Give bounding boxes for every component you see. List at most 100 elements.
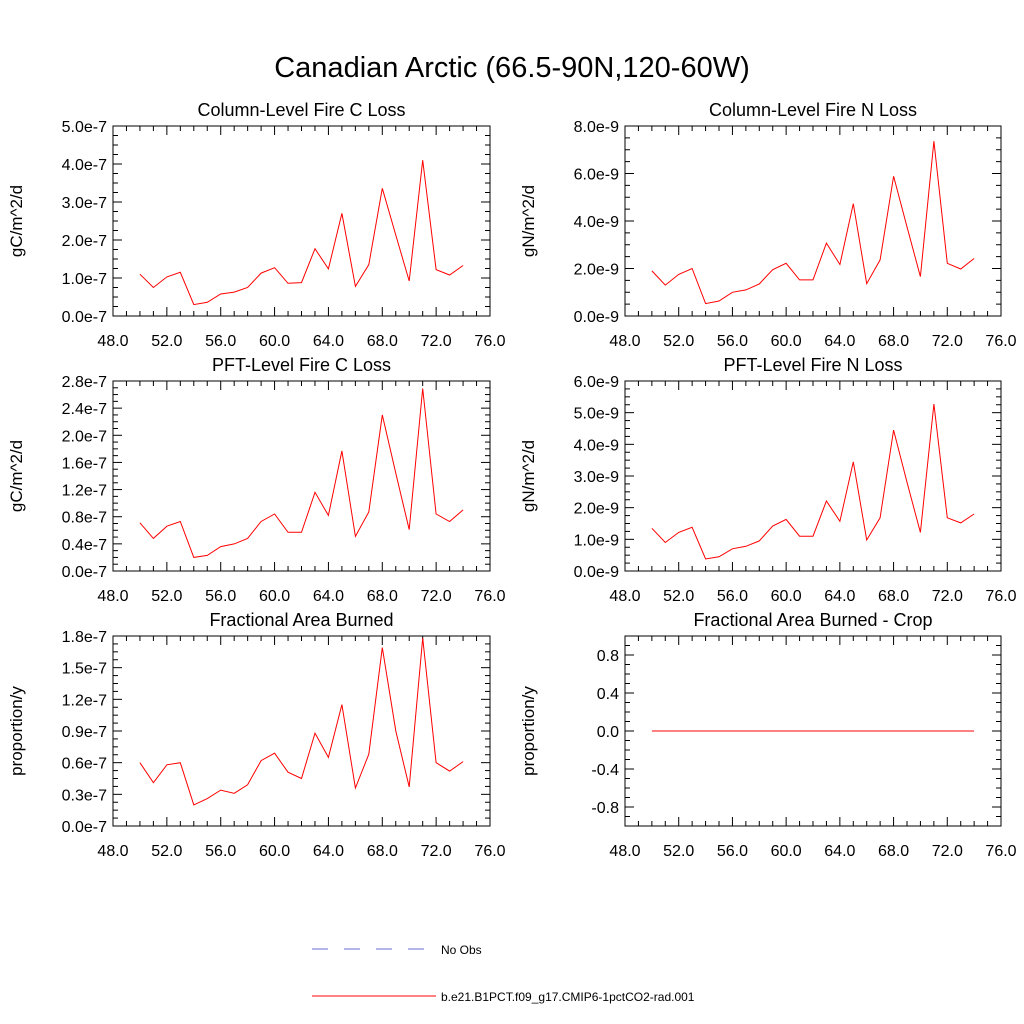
y-tick-label: 1.0e-9 [574,532,619,549]
y-axis-label: gN/m^2/d [519,440,538,512]
y-tick-label: 8.0e-9 [574,119,619,136]
y-tick-label: 2.0e-9 [574,262,619,279]
y-tick-label: 0.3e-7 [62,787,107,804]
y-axis-label: gN/m^2/d [519,185,538,257]
panel-title: Column-Level Fire C Loss [197,100,405,120]
x-tick-label: 52.0 [151,333,182,350]
x-tick-label: 56.0 [717,843,748,860]
series-line [139,638,464,806]
y-tick-label: 2.0e-7 [62,233,107,250]
panel-title: Fractional Area Burned - Crop [693,610,932,630]
y-tick-label: -0.8 [591,800,619,817]
y-tick-label: 1.2e-7 [62,692,107,709]
y-tick-label: 4.0e-9 [574,214,619,231]
y-tick-label: 1.0e-7 [62,271,107,288]
y-tick-label: 2.4e-7 [62,401,107,418]
x-tick-label: 76.0 [985,333,1016,350]
y-tick-label: 3.0e-9 [574,469,619,486]
y-tick-label: 5.0e-7 [62,119,107,136]
x-tick-label: 68.0 [367,588,398,605]
x-tick-label: 72.0 [932,843,963,860]
y-tick-label: 0.0e-9 [574,564,619,581]
x-tick-label: 68.0 [367,843,398,860]
x-tick-label: 52.0 [663,333,694,350]
plot-frame [112,125,491,317]
y-tick-label: 1.6e-7 [62,455,107,472]
x-tick-label: 72.0 [421,333,452,350]
chart-panel-5: 48.0 52.0 56.0 60.0 64.0 68.0 72.0 76.0 0.0e-7 0.… [7,610,506,860]
plot-frame [624,380,1002,572]
x-tick-label: 76.0 [474,588,505,605]
y-tick-label: 0.8e-7 [62,510,107,527]
y-tick-label: 5.0e-9 [574,406,619,423]
x-tick-label: 60.0 [259,843,290,860]
chart-panel-2: 48.0 52.0 56.0 60.0 64.0 68.0 72.0 76.0 0.0e-9 2.… [519,100,1017,350]
x-tick-label: 60.0 [771,843,802,860]
x-tick-label: 68.0 [878,588,909,605]
y-tick-label: 2.0e-7 [62,428,107,445]
x-tick-label: 64.0 [824,333,855,350]
x-tick-label: 60.0 [259,333,290,350]
x-tick-label: 76.0 [474,333,505,350]
x-tick-label: 64.0 [824,588,855,605]
x-tick-label: 52.0 [151,588,182,605]
y-tick-label: 0.0e-7 [62,564,107,581]
x-tick-label: 60.0 [259,588,290,605]
y-tick-label: 0.9e-7 [62,724,107,741]
series-line [651,141,975,305]
chart-panel-4: 48.0 52.0 56.0 60.0 64.0 68.0 72.0 76.0 0.0e-9 1.… [519,355,1017,605]
x-tick-label: 56.0 [717,333,748,350]
y-axis-label: gC/m^2/d [7,185,26,257]
plot-frame [112,635,491,827]
series-line [651,404,975,560]
x-tick-label: 64.0 [313,588,344,605]
x-tick-label: 48.0 [97,333,128,350]
page-title: Canadian Arctic (66.5-90N,120-60W) [274,52,750,84]
x-tick-label: 60.0 [771,588,802,605]
y-tick-label: 0.0 [597,724,619,741]
x-tick-label: 76.0 [474,843,505,860]
plot-frame [624,125,1002,317]
y-tick-label: 0.0e-7 [62,819,107,836]
x-tick-label: 48.0 [97,843,128,860]
y-tick-label: 0.4 [597,686,619,703]
legend-label-no-obs: No Obs [441,943,482,957]
x-tick-label: 64.0 [824,843,855,860]
x-tick-label: 56.0 [717,588,748,605]
x-tick-label: 56.0 [205,843,236,860]
chart-panel-3: 48.0 52.0 56.0 60.0 64.0 68.0 72.0 76.0 0.0e-7 0.… [7,355,506,605]
series-line [139,388,464,558]
x-tick-label: 52.0 [151,843,182,860]
x-tick-label: 76.0 [985,843,1016,860]
y-tick-label: 1.5e-7 [62,661,107,678]
y-tick-label: 6.0e-9 [574,167,619,184]
panel-title: Fractional Area Burned [209,610,393,630]
y-tick-label: 0.4e-7 [62,537,107,554]
x-tick-label: 72.0 [421,843,452,860]
x-tick-label: 48.0 [609,333,640,350]
y-tick-label: 1.2e-7 [62,483,107,500]
y-tick-label: 0.0e-7 [62,309,107,326]
series-line [139,160,464,306]
x-tick-label: 72.0 [421,588,452,605]
x-tick-label: 52.0 [663,588,694,605]
x-tick-label: 72.0 [932,333,963,350]
y-tick-label: 6.0e-9 [574,374,619,391]
y-tick-label: -0.4 [591,762,619,779]
y-tick-label: 2.0e-9 [574,501,619,518]
y-tick-label: 4.0e-9 [574,437,619,454]
panel-title: Column-Level Fire N Loss [709,100,917,120]
x-tick-label: 72.0 [932,588,963,605]
y-axis-label: proportion/y [7,686,26,776]
y-tick-label: 3.0e-7 [62,195,107,212]
y-axis-label: gC/m^2/d [7,440,26,512]
x-tick-label: 56.0 [205,588,236,605]
y-axis-label: proportion/y [519,686,538,776]
y-tick-label: 0.8 [597,648,619,665]
chart-panel-1: 48.0 52.0 56.0 60.0 64.0 68.0 72.0 76.0 0.0e-7 1.… [7,100,506,350]
x-tick-label: 68.0 [367,333,398,350]
x-tick-label: 48.0 [609,588,640,605]
x-tick-label: 64.0 [313,333,344,350]
legend-label-model: b.e21.B1PCT.f09_g17.CMIP6-1pctCO2-rad.00… [441,990,695,1004]
